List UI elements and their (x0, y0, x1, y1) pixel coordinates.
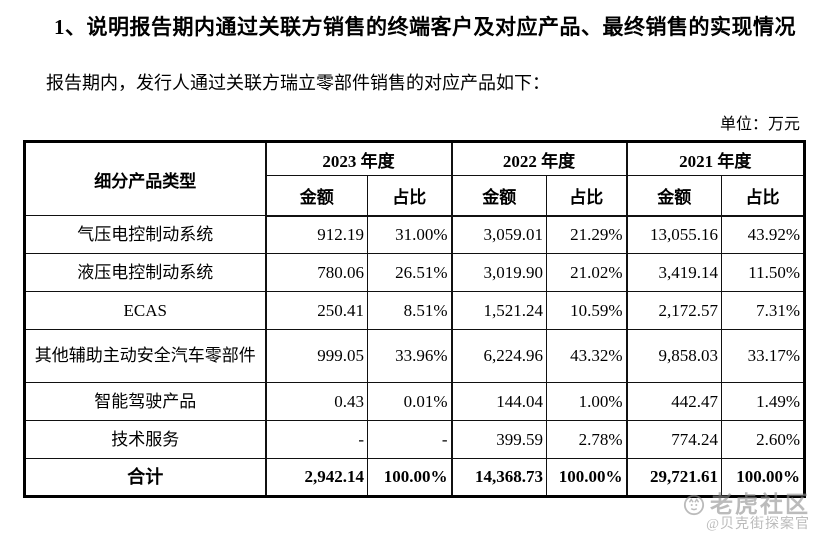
amount-cell: 0.43 (264, 382, 368, 421)
ratio-cell: 1.00% (546, 382, 627, 421)
product-type-cell: 智能驾驶产品 (24, 382, 266, 421)
ratio-cell: 11.50% (721, 253, 805, 292)
ratio-cell: 0.01% (367, 382, 452, 421)
ratio-cell: 2.60% (721, 420, 805, 459)
ratio-cell: 100.00% (367, 458, 452, 497)
total-label-cell: 合计 (24, 458, 266, 497)
table-row: ECAS 250.41 8.51% 1,521.24 10.59% 2,172.… (24, 291, 805, 330)
amount-cell: 13,055.16 (625, 215, 722, 254)
amount-cell: 399.59 (450, 420, 547, 459)
ratio-cell: 33.17% (721, 329, 805, 383)
ratio-cell: 1.49% (721, 382, 805, 421)
column-header-amount-2021: 金额 (625, 175, 722, 217)
table-row: 其他辅助主动安全汽车零部件 999.05 33.96% 6,224.96 43.… (24, 329, 805, 383)
column-header-year-2023: 2023 年度 (264, 141, 452, 176)
watermark-author: @贝克街探案官 (706, 517, 810, 532)
amount-cell: 250.41 (264, 291, 368, 330)
ratio-cell: 43.32% (546, 329, 627, 383)
amount-cell: 144.04 (450, 382, 547, 421)
related-party-sales-table: 细分产品类型 2023 年度 2022 年度 2021 年度 金额 占比 金额 … (23, 140, 806, 498)
ratio-cell: 33.96% (367, 329, 452, 383)
column-header-amount-2023: 金额 (264, 175, 368, 217)
unit-note: 单位：万元 (719, 116, 800, 133)
product-type-cell: 技术服务 (24, 420, 266, 459)
amount-cell: - (264, 420, 368, 459)
column-header-amount-2022: 金额 (450, 175, 547, 217)
ratio-cell: 26.51% (367, 253, 452, 292)
ratio-cell: - (367, 420, 452, 459)
ratio-cell: 21.02% (546, 253, 627, 292)
amount-cell: 1,521.24 (450, 291, 547, 330)
section-heading: 1、说明报告期内通过关联方销售的终端客户及对应产品、最终销售的实现情况 (54, 15, 796, 39)
product-type-cell: 其他辅助主动安全汽车零部件 (24, 329, 266, 383)
amount-cell: 442.47 (625, 382, 722, 421)
column-header-ratio-2022: 占比 (546, 175, 627, 217)
table-row: 智能驾驶产品 0.43 0.01% 144.04 1.00% 442.47 1.… (24, 382, 805, 421)
intro-paragraph: 报告期内，发行人通过关联方瑞立零部件销售的对应产品如下： (46, 73, 550, 93)
ratio-cell: 2.78% (546, 420, 627, 459)
column-header-year-2021: 2021 年度 (625, 141, 805, 176)
amount-cell: 3,059.01 (450, 215, 547, 254)
ratio-cell: 21.29% (546, 215, 627, 254)
column-header-product-type: 细分产品类型 (24, 141, 266, 216)
table-row: 气压电控制动系统 912.19 31.00% 3,059.01 21.29% 1… (24, 215, 805, 254)
amount-cell: 3,419.14 (625, 253, 722, 292)
table-row: 技术服务 - - 399.59 2.78% 774.24 2.60% (24, 420, 805, 459)
table-header-row-years: 细分产品类型 2023 年度 2022 年度 2021 年度 (24, 141, 805, 216)
table-row: 液压电控制动系统 780.06 26.51% 3,019.90 21.02% 3… (24, 253, 805, 292)
ratio-cell: 100.00% (721, 458, 805, 497)
amount-cell: 29,721.61 (625, 458, 722, 497)
ratio-cell: 31.00% (367, 215, 452, 254)
amount-cell: 774.24 (625, 420, 722, 459)
amount-cell: 780.06 (264, 253, 368, 292)
watermark: 老虎社区 @贝克街探案官 (683, 493, 810, 532)
table-header-row-subcolumns: 金额 占比 金额 占比 金额 占比 (25, 175, 805, 217)
column-header-ratio-2023: 占比 (367, 175, 452, 217)
ratio-cell: 10.59% (546, 291, 627, 330)
ratio-cell: 100.00% (546, 458, 627, 497)
ratio-cell: 7.31% (721, 291, 805, 330)
amount-cell: 3,019.90 (450, 253, 547, 292)
amount-cell: 999.05 (264, 329, 368, 383)
amount-cell: 6,224.96 (450, 329, 547, 383)
ratio-cell: 43.92% (721, 215, 805, 254)
amount-cell: 2,172.57 (625, 291, 722, 330)
ratio-cell: 8.51% (367, 291, 452, 330)
column-header-year-2022: 2022 年度 (450, 141, 627, 176)
product-type-cell: ECAS (24, 291, 266, 330)
product-type-cell: 气压电控制动系统 (24, 215, 266, 254)
amount-cell: 912.19 (264, 215, 368, 254)
table-total-row: 合计 2,942.14 100.00% 14,368.73 100.00% 29… (24, 458, 805, 497)
amount-cell: 14,368.73 (450, 458, 547, 497)
product-type-cell: 液压电控制动系统 (24, 253, 266, 292)
column-header-ratio-2021: 占比 (721, 175, 805, 217)
amount-cell: 9,858.03 (625, 329, 722, 383)
amount-cell: 2,942.14 (264, 458, 368, 497)
